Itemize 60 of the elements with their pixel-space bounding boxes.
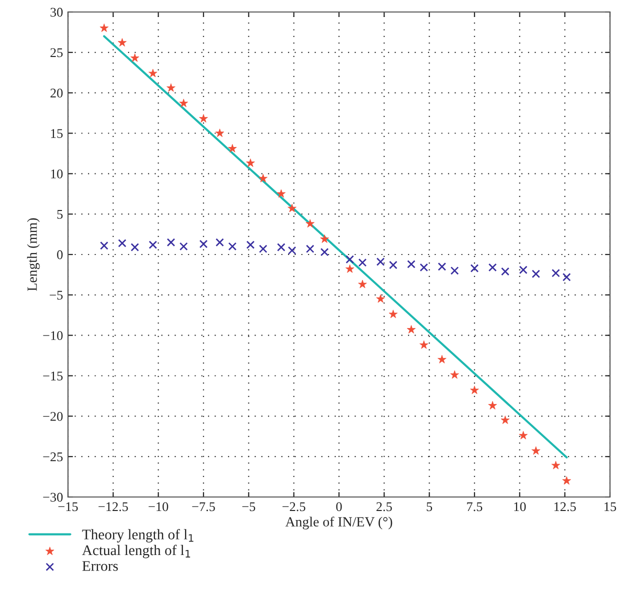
legend-label: Theory length of l$_{1}$ — [82, 529, 194, 542]
y-tick-label: 25 — [50, 48, 63, 58]
y-tick-label: 5 — [57, 210, 63, 219]
y-tick-label: −10 — [43, 331, 63, 340]
x-tick-label: 0 — [336, 502, 342, 512]
point — [389, 260, 398, 270]
point — [258, 244, 268, 254]
y-tick-label: −30 — [43, 492, 63, 502]
point — [100, 241, 108, 250]
point — [376, 258, 385, 266]
point — [320, 248, 329, 256]
point — [179, 242, 188, 251]
y-tick-label: 20 — [50, 88, 63, 98]
point — [420, 263, 428, 272]
legend-label: Actual length of l$_{1}$ — [82, 544, 190, 558]
y-tick-label: 10 — [51, 169, 63, 178]
point — [562, 272, 571, 282]
point — [199, 240, 208, 248]
x-tick-label: 2.5 — [376, 502, 392, 512]
point — [407, 260, 416, 268]
y-tick-label: 15 — [51, 129, 63, 138]
x-tick-label: −2.5 — [282, 502, 306, 512]
point — [277, 243, 286, 252]
y-tick-label: −15 — [43, 372, 63, 380]
point — [166, 238, 176, 247]
point — [488, 263, 497, 272]
x-tick-label: −10 — [148, 502, 168, 512]
x-tick-label: 12.5 — [554, 502, 576, 512]
y-tick-label: 0 — [57, 250, 63, 260]
point — [532, 270, 540, 278]
point — [216, 238, 224, 247]
point — [130, 243, 140, 252]
x-axis-title: Angle of IN/EV (°) — [285, 516, 392, 530]
point — [552, 268, 560, 278]
x-tick-label: 7.5 — [467, 502, 482, 512]
point — [438, 262, 446, 271]
point — [148, 240, 158, 249]
x-tick-label: 10 — [514, 502, 526, 512]
point — [228, 242, 237, 251]
x-tick-label: 15 — [604, 502, 616, 512]
point — [450, 266, 459, 275]
point — [358, 258, 367, 267]
point — [246, 240, 255, 249]
y-tick-label: −5 — [50, 290, 63, 300]
point — [519, 266, 528, 274]
point — [118, 239, 126, 248]
point — [306, 244, 314, 254]
x-tick-label: −7.5 — [192, 502, 215, 512]
legend-label: Errors — [82, 561, 118, 571]
y-tick-label: 30 — [50, 8, 63, 17]
point — [346, 255, 354, 264]
y-tick-label: −20 — [43, 412, 63, 421]
point — [470, 264, 479, 272]
x-tick-label: −12.5 — [98, 502, 128, 512]
y-tick-label: −25 — [43, 452, 63, 462]
y-axis-title: Length (mm) — [27, 218, 40, 291]
x-tick-label: 5 — [426, 502, 432, 512]
point — [288, 246, 296, 255]
x-tick-label: −5 — [242, 502, 256, 512]
point — [501, 267, 510, 276]
